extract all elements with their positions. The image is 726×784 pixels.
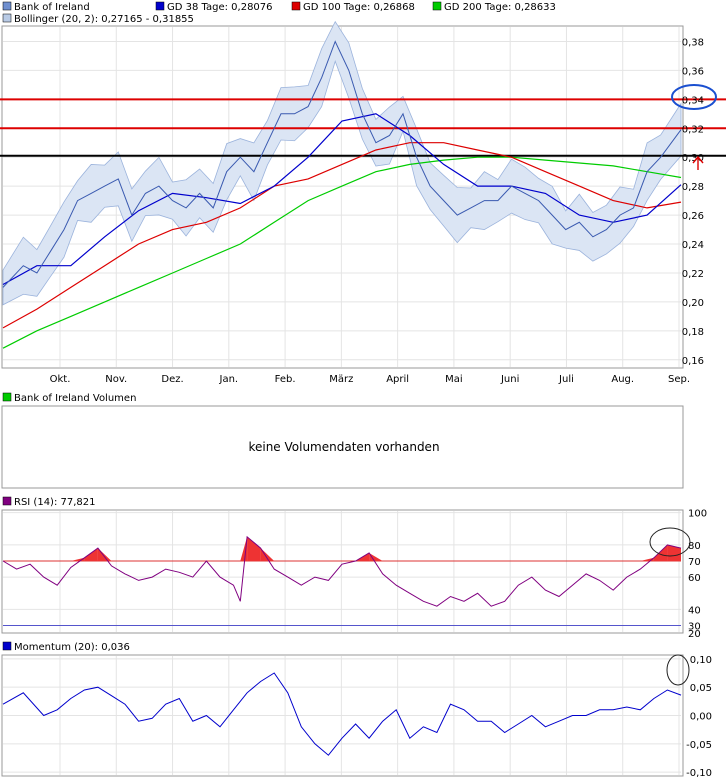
price-x-tick: Sep.: [668, 374, 690, 385]
price-y-tick: 0,16: [682, 356, 704, 367]
rsi-y-tick: 80: [688, 541, 701, 552]
price-y-tick: 0,18: [682, 327, 704, 338]
price-y-tick: 0,28: [682, 182, 704, 193]
price-x-axis: Okt. Nov. Dez. Jan. Feb. März April Mai Juni Juli…: [50, 374, 690, 385]
rsi-y-tick: 40: [688, 605, 701, 616]
rsi-overbought-fill: [667, 544, 681, 562]
momentum-y-tick: 0,00: [690, 712, 712, 723]
price-x-tick: Mai: [445, 374, 463, 385]
legend-bollinger: Bollinger (20, 2): 0,27165 - 0,31855: [14, 14, 194, 25]
legend-swatch-rsi: [2, 496, 12, 506]
momentum-y-tick: -0,05: [686, 740, 712, 751]
legend-gd200: GD 200 Tage: 0,28633: [444, 2, 556, 13]
momentum-grid: [3, 656, 681, 775]
legend-swatch-gd200: [432, 1, 442, 11]
momentum-y-tick: -0,10: [686, 768, 712, 779]
price-y-tick: 0,30: [682, 153, 704, 164]
rsi-horizontal-lines: [3, 560, 681, 627]
price-x-tick: Juni: [500, 374, 519, 385]
annotation-ellipse-rsi: [649, 527, 691, 557]
rsi-panel: [1, 509, 684, 634]
annotation-ellipse-momentum: [666, 654, 690, 686]
volume-panel: [1, 405, 684, 489]
price-series-line-2: [2, 142, 682, 329]
rsi-overbought-fill: [653, 544, 668, 562]
price-series: [2, 40, 682, 349]
annotation-arrow-up: [692, 155, 704, 170]
legend-swatch-volume: [2, 392, 12, 402]
price-x-tick: Nov.: [105, 374, 127, 385]
rsi-y-tick: 60: [688, 573, 701, 584]
rsi-overbought-fill: [97, 548, 112, 562]
price-legend: Bank of Ireland GD 38 Tage: 0,28076 GD 1…: [2, 1, 556, 25]
rsi-title: RSI (14): 77,821: [14, 497, 96, 508]
price-y-tick: 0,20: [682, 298, 704, 309]
legend-gd100: GD 100 Tage: 0,26868: [303, 2, 415, 13]
price-series-line-1: [2, 113, 682, 286]
price-series-line-0: [2, 40, 682, 288]
price-x-tick: Juli: [558, 374, 574, 385]
legend-swatch-gd38: [155, 1, 165, 11]
legend-swatch-bollinger: [2, 13, 12, 23]
rsi-overbought-fill: [84, 548, 98, 562]
price-y-tick: 0,24: [682, 240, 704, 251]
momentum-line: [2, 672, 682, 756]
price-x-tick: Feb.: [275, 374, 296, 385]
momentum-y-axis: 0,10 0,05 0,00 -0,05 -0,10: [686, 655, 712, 779]
price-x-tick: Dez.: [161, 374, 183, 385]
price-series-line-3: [2, 156, 682, 349]
rsi-y-tick: 20: [688, 629, 701, 640]
volume-title: Bank of Ireland Volumen: [14, 393, 136, 404]
legend-swatch-price: [2, 1, 12, 11]
rsi-y-tick: 100: [688, 509, 707, 520]
price-y-tick: 0,38: [682, 37, 704, 48]
price-y-tick: 0,32: [682, 124, 704, 135]
legend-swatch-momentum: [2, 641, 12, 651]
price-x-tick: Jan.: [219, 374, 239, 385]
price-x-tick: Okt.: [50, 374, 71, 385]
momentum-y-tick: 0,05: [690, 683, 712, 694]
price-x-tick: März: [329, 374, 353, 385]
rsi-series: [2, 535, 682, 607]
legend-swatch-gd100: [291, 1, 301, 11]
legend-gd38: GD 38 Tage: 0,28076: [167, 2, 273, 13]
rsi-overbought-fill: [247, 536, 261, 562]
annotation-ellipse-price: [671, 84, 717, 110]
rsi-line: [2, 535, 682, 607]
price-x-tick: Aug.: [611, 374, 634, 385]
price-y-tick: 0,36: [682, 66, 704, 77]
legend-price: Bank of Ireland: [14, 2, 90, 13]
price-y-axis: 0,38 0,36 0,34 0,32 0,30 0,28 0,26 0,24 0,22 0,20…: [682, 37, 704, 366]
rsi-y-tick: 30: [688, 622, 701, 633]
momentum-y-tick: 0,10: [690, 655, 712, 666]
rsi-y-tick: 70: [688, 557, 701, 568]
price-y-tick: 0,26: [682, 211, 704, 222]
volume-no-data-message: keine Volumendaten vorhanden: [248, 440, 439, 454]
momentum-title: Momentum (20): 0,036: [14, 642, 130, 653]
price-x-tick: April: [386, 374, 409, 385]
price-y-tick: 0,22: [682, 269, 704, 280]
momentum-series: [2, 672, 682, 756]
price-y-tick: 0,34: [682, 95, 704, 106]
rsi-overbought-fill: [260, 548, 275, 562]
